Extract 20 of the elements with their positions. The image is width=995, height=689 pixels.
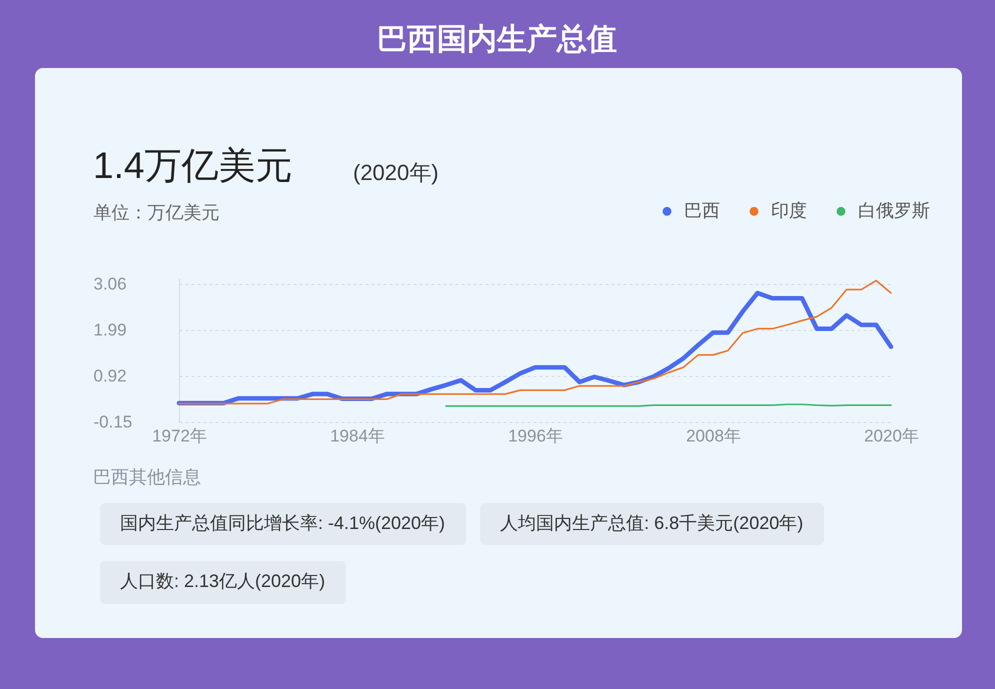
y-tick-label: -0.15	[94, 412, 132, 432]
chart-title: 巴西国内生产总值	[377, 23, 617, 56]
text: 巴西其他信息	[93, 467, 201, 487]
legend-label: 白俄罗斯	[858, 200, 930, 220]
x-tick-label: 1972年	[152, 426, 207, 446]
x-tick-label: 2020年	[864, 426, 919, 446]
y-tick-label: 3.06	[94, 274, 127, 294]
x-tick-label: 1996年	[508, 426, 563, 446]
y-tick-label: 1.99	[94, 320, 127, 340]
text: 国内生产总值同比增长率: -4.1%(2020年)	[120, 513, 446, 533]
legend-label: 巴西	[684, 200, 720, 220]
text: 人口数: 2.13亿人(2020年)	[120, 571, 326, 591]
y-tick-label: 0.92	[94, 366, 127, 386]
text: (2020年)	[353, 160, 439, 185]
y-axis-title: 单位：万亿美元	[94, 202, 220, 222]
legend-label: 印度	[771, 200, 807, 220]
text: 1.4万亿美元	[93, 145, 292, 186]
x-tick-label: 1984年	[330, 426, 385, 446]
text: 人均国内生产总值: 6.8千美元(2020年)	[500, 513, 804, 533]
x-tick-label: 2008年	[686, 426, 741, 446]
